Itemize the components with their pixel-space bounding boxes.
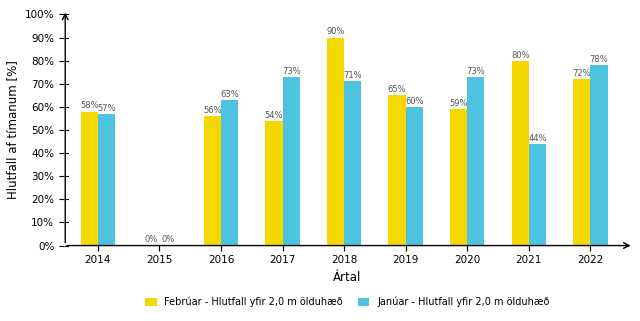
Bar <box>529 144 546 246</box>
Text: 44%: 44% <box>528 134 547 143</box>
Bar <box>98 114 115 246</box>
Text: 80%: 80% <box>511 50 529 59</box>
Text: 56%: 56% <box>203 106 221 115</box>
Text: 0%: 0% <box>144 235 157 244</box>
Bar <box>590 65 607 246</box>
Bar <box>450 109 467 246</box>
Bar <box>282 77 300 246</box>
Text: 57%: 57% <box>97 104 116 113</box>
Bar <box>406 107 423 246</box>
X-axis label: Ártal: Ártal <box>333 271 362 284</box>
Text: 90%: 90% <box>326 27 345 36</box>
Text: 72%: 72% <box>572 69 591 78</box>
Y-axis label: Hlutfall af tímanum [%]: Hlutfall af tímanum [%] <box>6 61 19 199</box>
Text: 0%: 0% <box>161 235 175 244</box>
Bar <box>467 77 484 246</box>
Text: 59%: 59% <box>449 99 468 108</box>
Text: 58%: 58% <box>80 101 99 110</box>
Text: 65%: 65% <box>388 85 406 94</box>
Legend: Febrúar - Hlutfall yfir 2,0 m ölduhæð, Janúar - Hlutfall yfir 2,0 m ölduhæð: Febrúar - Hlutfall yfir 2,0 m ölduhæð, J… <box>145 297 549 307</box>
Text: 78%: 78% <box>589 55 609 64</box>
Bar <box>388 95 406 246</box>
Text: 60%: 60% <box>405 97 424 106</box>
Text: 73%: 73% <box>467 67 485 76</box>
Text: 73%: 73% <box>282 67 301 76</box>
Bar <box>221 100 238 246</box>
Text: 63%: 63% <box>220 90 239 99</box>
Text: 71%: 71% <box>344 71 362 80</box>
Bar <box>81 111 98 246</box>
Bar <box>204 116 221 246</box>
Bar <box>266 121 282 246</box>
Text: 54%: 54% <box>265 111 283 120</box>
Bar <box>344 82 362 246</box>
Bar <box>327 38 344 246</box>
Bar <box>573 79 590 246</box>
Bar <box>511 61 529 246</box>
